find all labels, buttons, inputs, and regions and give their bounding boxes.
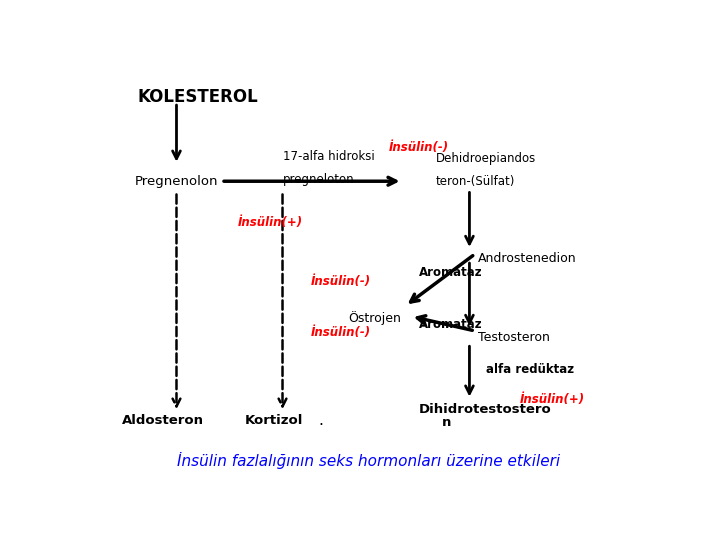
Text: .: . — [319, 413, 324, 428]
Text: İnsülin fazlalığının seks hormonları üzerine etkileri: İnsülin fazlalığının seks hormonları üze… — [177, 452, 561, 469]
Text: Dihidrotestostero: Dihidrotestostero — [419, 403, 552, 416]
Text: Aromataz: Aromataz — [419, 318, 483, 331]
Text: İnsülin(+): İnsülin(+) — [520, 393, 585, 406]
Text: İnsülin(-): İnsülin(-) — [389, 141, 449, 154]
Text: Dehidroepiandos: Dehidroepiandos — [436, 152, 536, 165]
Text: Androstenedion: Androstenedion — [478, 252, 577, 265]
Text: Kortizol: Kortizol — [245, 414, 303, 427]
Text: İnsülin(-): İnsülin(-) — [310, 274, 371, 287]
Text: KOLESTEROL: KOLESTEROL — [138, 87, 258, 106]
Text: Aromataz: Aromataz — [419, 266, 483, 279]
Text: teron-(Sülfat): teron-(Sülfat) — [436, 175, 516, 188]
Text: n: n — [441, 416, 451, 429]
Text: Östrojen: Östrojen — [348, 312, 401, 326]
Text: 17-alfa hidroksi: 17-alfa hidroksi — [282, 150, 374, 163]
Text: İnsülin(+): İnsülin(+) — [238, 217, 303, 230]
Text: pregneloton: pregneloton — [282, 173, 354, 186]
Text: Pregnenolon: Pregnenolon — [135, 175, 218, 188]
Text: İnsülin(-): İnsülin(-) — [310, 327, 371, 340]
Text: Testosteron: Testosteron — [478, 330, 549, 343]
Text: alfa redüktaz: alfa redüktaz — [486, 363, 575, 376]
Text: Aldosteron: Aldosteron — [122, 414, 204, 427]
